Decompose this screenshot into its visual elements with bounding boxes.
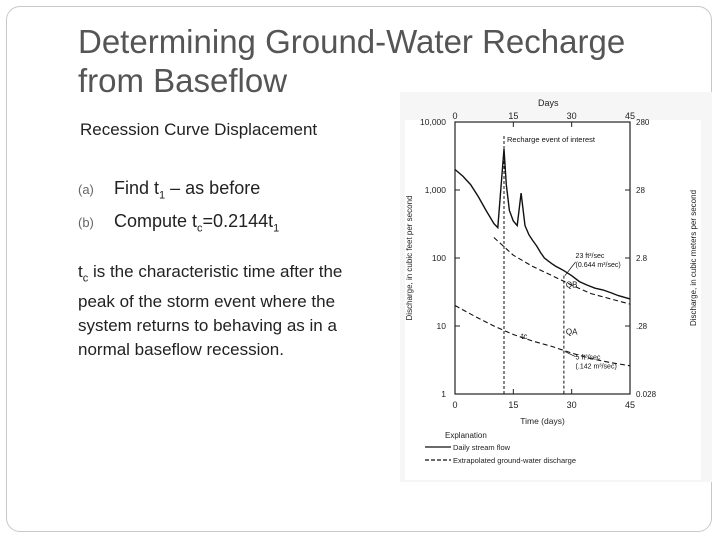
bullet-subscript: 1 bbox=[159, 189, 166, 202]
y-tick-label-right: 280 bbox=[636, 118, 650, 127]
bullet-subscript: c bbox=[197, 222, 203, 235]
legend-title: Explanation bbox=[445, 431, 487, 440]
top-tick-label: 0 bbox=[452, 111, 457, 121]
legend-entry: Extrapolated ground-water discharge bbox=[453, 456, 576, 465]
slide-subtitle: Recession Curve Displacement bbox=[80, 120, 318, 139]
y-tick-label-right: 0.028 bbox=[636, 390, 657, 399]
y-tick-label-right: 2.8 bbox=[636, 254, 648, 263]
slide-title: Determining Ground-Water Recharge from B… bbox=[78, 22, 698, 100]
y-axis-label-right: Discharge, in cubic meters per second bbox=[689, 190, 698, 326]
q1-leader bbox=[564, 261, 576, 276]
bullet-text: Find t1 – as before bbox=[114, 178, 260, 202]
y-tick-label-left: 1,000 bbox=[425, 185, 447, 195]
streamflow-line bbox=[454, 149, 631, 300]
q2-label-metric: (.142 m³/sec) bbox=[576, 364, 617, 371]
q1-label: 23 ft³/sec bbox=[576, 253, 605, 260]
qa-label: QA bbox=[566, 328, 578, 337]
q1-label-metric: (0.644 m³/sec) bbox=[576, 262, 621, 269]
hydrograph-figure: Days 0 15 30 45 0 15 30 45 Time (days) 10,000 1,000… bbox=[400, 92, 712, 482]
q2-label: 5 ft³/sec bbox=[576, 355, 601, 362]
para-text: is the characteristic time after the pea… bbox=[78, 262, 343, 360]
y-axis-label-left: Discharge, in cubic feet per second bbox=[405, 196, 414, 321]
tc-label: tc bbox=[521, 332, 527, 341]
top-tick-label: 30 bbox=[567, 111, 577, 121]
legend-entry: Daily stream flow bbox=[453, 443, 511, 452]
bullet-text-part: Compute t bbox=[114, 211, 198, 231]
y-tick-label-right: 28 bbox=[636, 186, 645, 195]
para-symbol: t bbox=[78, 262, 83, 281]
top-tick-label: 45 bbox=[625, 111, 635, 121]
bullet-text: Compute tc=0.2144t1 bbox=[114, 211, 279, 235]
bullet-text-part: – as before bbox=[165, 178, 261, 198]
bullet-list: (a) Find t1 – as before (b) Compute tc=0… bbox=[78, 178, 398, 244]
title-line-1: Determining Ground-Water Recharge bbox=[78, 23, 626, 60]
bullet-subscript: 1 bbox=[273, 222, 280, 235]
bullet-text-part: =0.2144t bbox=[202, 211, 274, 231]
y-tick-label-right: .28 bbox=[636, 322, 648, 331]
bullet-item-a: (a) Find t1 – as before bbox=[78, 178, 398, 211]
bullet-marker: (a) bbox=[78, 182, 94, 197]
x-tick-label: 30 bbox=[567, 400, 577, 410]
x-tick-label: 0 bbox=[452, 400, 457, 410]
q2-leader bbox=[564, 351, 576, 357]
y-tick-label-left: 10,000 bbox=[420, 117, 446, 127]
groundwater-extrapolation-line bbox=[493, 237, 631, 305]
para-subscript: c bbox=[82, 272, 89, 285]
recharge-event-label: Recharge event of interest bbox=[507, 135, 596, 144]
bullet-text-part: Find t bbox=[114, 178, 160, 198]
qb-label: QB bbox=[566, 281, 578, 290]
bullet-item-b: (b) Compute tc=0.2144t1 bbox=[78, 211, 398, 244]
top-tick-label: 15 bbox=[508, 111, 518, 121]
groundwater-extrapolation-line bbox=[454, 305, 631, 367]
top-axis-label: Days bbox=[538, 98, 559, 108]
y-tick-label-left: 1 bbox=[441, 389, 446, 399]
title-line-2: from Baseflow bbox=[78, 62, 288, 99]
y-tick-label-left: 100 bbox=[432, 253, 446, 263]
figure-paper bbox=[405, 120, 701, 480]
definition-paragraph: tc is the characteristic time after the … bbox=[78, 260, 378, 362]
x-tick-label: 15 bbox=[508, 400, 518, 410]
hydrograph-chart: Days 0 15 30 45 0 15 30 45 Time (days) 10,000 1,000… bbox=[400, 92, 712, 482]
y-tick-label-left: 10 bbox=[437, 321, 447, 331]
x-axis-label: Time (days) bbox=[520, 416, 565, 426]
x-tick-label: 45 bbox=[625, 400, 635, 410]
bullet-marker: (b) bbox=[78, 215, 94, 230]
